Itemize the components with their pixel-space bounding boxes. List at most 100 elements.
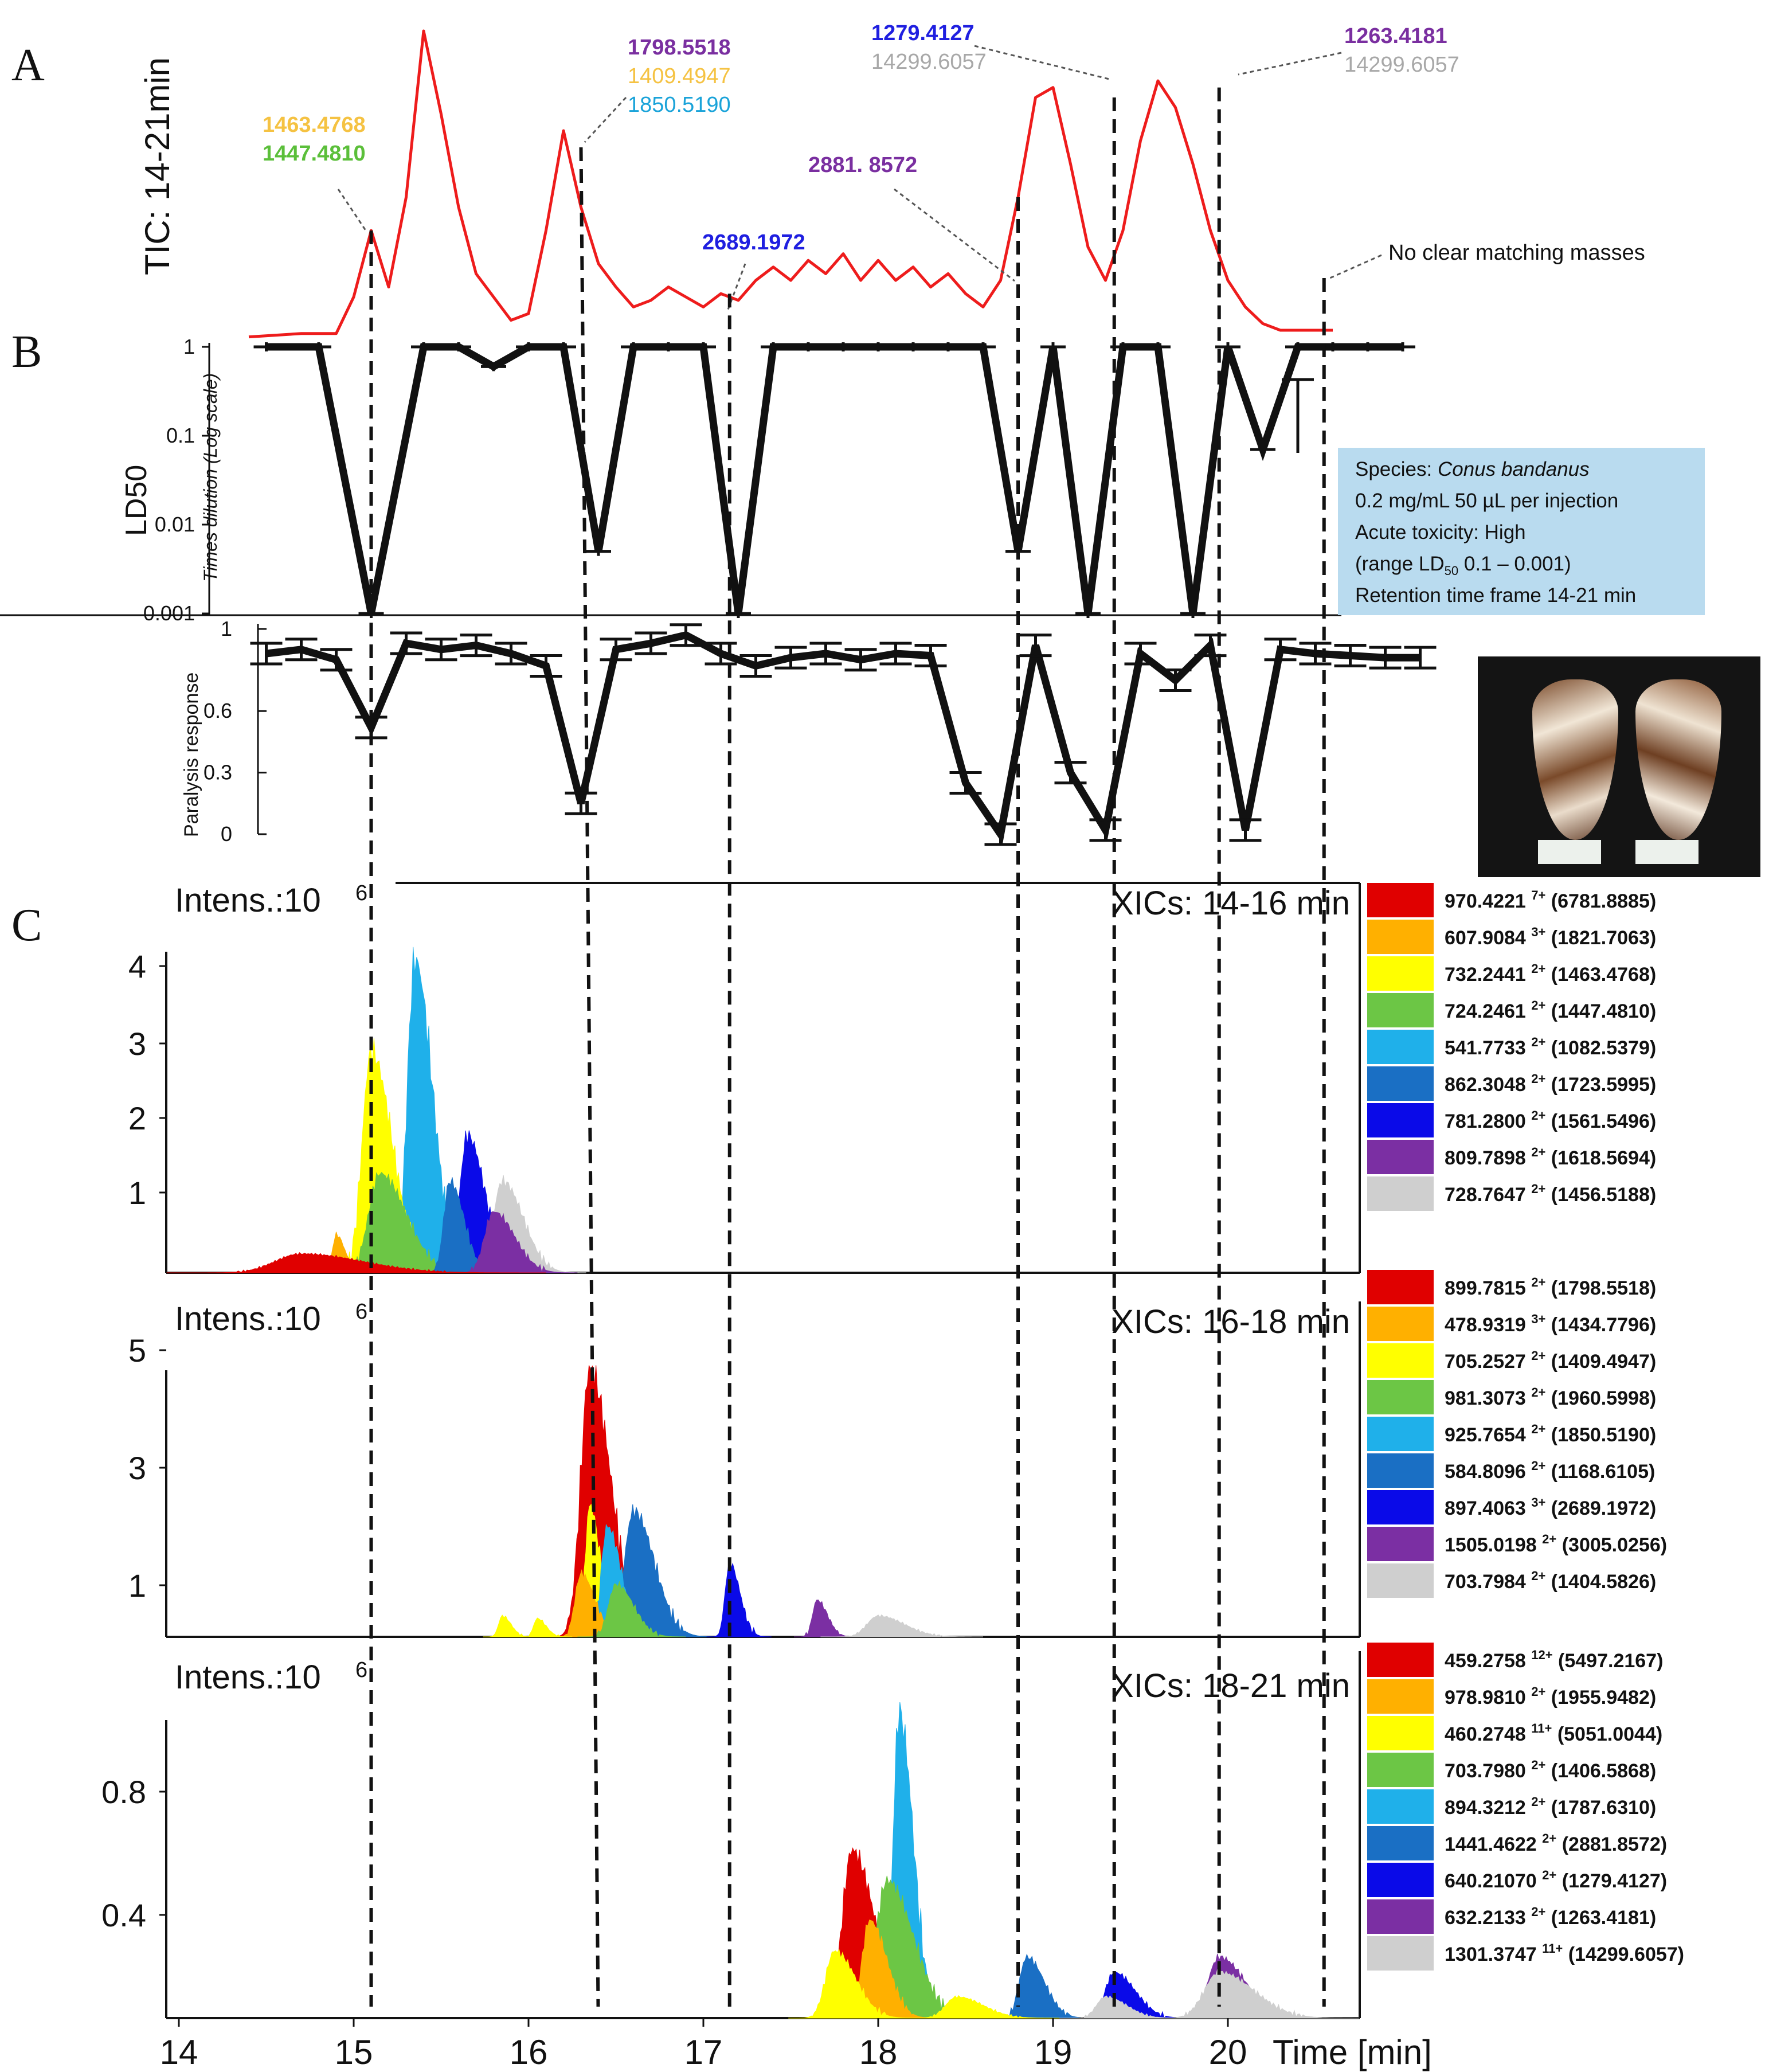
legend-charge: 2+ [1542,1532,1556,1546]
legend-mass: (1798.5518) [1545,1277,1656,1299]
legend-mz: 478.9319 [1445,1314,1531,1336]
legend-entry: 541.7733 2+ (1082.5379) [1445,1035,1656,1059]
legend-entry: 981.3073 2+ (1960.5998) [1445,1385,1656,1409]
legend-mass: (1434.7796) [1545,1314,1656,1336]
legend-charge: 2+ [1531,1758,1545,1772]
legend-mz: 894.3212 [1445,1797,1531,1819]
time-tick-label: 16 [510,2033,548,2071]
tic-ylabel: TIC: 14-21min [138,57,177,275]
annotation-leader [337,189,368,233]
info-dose: 0.2 mg/mL 50 µL per injection [1355,490,1619,512]
legend-charge: 2+ [1542,1868,1556,1882]
xic-ytick-label: 1 [128,1175,146,1211]
xic-peak [820,1614,983,1637]
annotation-leader [584,96,627,143]
legend-charge: 7+ [1531,888,1545,902]
legend-charge: 2+ [1531,961,1545,976]
legend-entry: 970.4221 7+ (6781.8885) [1445,888,1656,912]
time-tick-label: 19 [1034,2033,1073,2071]
legend-entry: 632.2133 2+ (1263.4181) [1445,1905,1656,1929]
legend-entry: 899.7815 2+ (1798.5518) [1445,1275,1656,1299]
paralysis-plot [250,623,1437,846]
legend-mz: 809.7898 [1445,1147,1531,1169]
legend-swatch [1367,1140,1434,1174]
legend-charge: 2+ [1531,1275,1545,1289]
legend-mass: (1082.5379) [1545,1037,1656,1059]
legend-entry: 607.9084 3+ (1821.7063) [1445,925,1656,949]
panel-label-b: B [11,327,42,377]
legend-entry: 478.9319 3+ (1434.7796) [1445,1312,1656,1336]
cone-shell-right [1635,679,1721,840]
legend-charge: 2+ [1531,1072,1545,1086]
legend-mass: (1787.6310) [1545,1797,1656,1819]
legend-mz: 970.4221 [1445,890,1531,912]
legend-swatch [1367,1643,1434,1677]
time-axis: 14 15 16 17 18 19 20 Time [min] [160,2018,1432,2071]
legend-mz: 981.3073 [1445,1387,1531,1409]
legend-swatch [1367,1103,1434,1137]
legend-mass: (14299.6057) [1563,1944,1684,1965]
legend-entry: 640.21070 2+ (1279.4127) [1445,1868,1667,1892]
legend-entry: 724.2461 2+ (1447.4810) [1445,998,1656,1022]
paralysis-tick-label: 0.3 [203,761,232,784]
legend-mz: 899.7815 [1445,1277,1531,1299]
annotation-leader [894,188,1015,282]
legend-mass: (5497.2167) [1553,1650,1664,1672]
retention-guides [369,87,1326,2007]
legend-mass: (1463.4768) [1545,964,1656,986]
legend-mass: (1168.6105) [1545,1461,1655,1483]
legend-entry: 460.2748 11+ (5051.0044) [1445,1721,1662,1745]
annotation-mass: 2881. 8572 [808,153,917,177]
xic-ytick-label: 0.8 [101,1774,146,1810]
xic-title: XICs: 18-21 min [1112,1667,1350,1704]
specimen-label-right [1635,840,1699,864]
annotation-mass: 14299.6057 [1344,53,1459,77]
legend-entry: 703.7980 2+ (1406.5868) [1445,1758,1656,1782]
xic-ytick-label: 3 [128,1450,146,1486]
legend-swatch [1367,1527,1434,1561]
legend-mass: (1447.4810) [1545,1000,1656,1022]
info-range: (range LD50 0.1 – 0.001) [1355,553,1571,578]
legend-swatch [1367,1417,1434,1451]
annotation-leader [1329,254,1382,279]
xic-ytick-label: 0.4 [101,1897,146,1933]
specimen-label-left [1538,840,1601,864]
paralysis-tick-label: 0 [221,822,232,846]
legend-entry: 584.8096 2+ (1168.6105) [1445,1459,1655,1483]
legend-mz: 640.21070 [1445,1870,1542,1892]
legend-entry: 1505.0198 2+ (3005.0256) [1445,1532,1667,1556]
xic-ytick-label: 5 [128,1332,146,1369]
legend-mass: (1279.4127) [1556,1870,1667,1892]
legend-swatch [1367,1490,1434,1524]
panel-label-a: A [11,40,45,91]
legend-swatch [1367,1789,1434,1824]
ld50-tick-label: 0.001 [143,601,195,625]
ld50-tick-label: 1 [183,335,195,358]
legend-mz: 724.2461 [1445,1000,1531,1022]
legend-swatch [1367,1307,1434,1341]
legend-entry: 1301.3747 11+ (14299.6057) [1445,1941,1684,1965]
legend-swatch [1367,920,1434,954]
xic-peak [1059,1995,1189,2019]
legend-swatch [1367,1563,1434,1598]
legend-charge: 2+ [1531,1348,1545,1363]
legend-mass: (1821.7063) [1545,927,1656,949]
legend-charge: 2+ [1531,1108,1545,1123]
legend-swatch [1367,1343,1434,1378]
legend-mz: 862.3048 [1445,1074,1531,1096]
time-tick-label: 15 [335,2033,373,2071]
cone-shell-left [1532,679,1618,840]
annotation-leader [1238,52,1342,76]
legend-swatch [1367,1380,1434,1414]
annotation-mass: 1798.5518 [628,36,731,60]
legend-mass: (6781.8885) [1545,890,1656,912]
legend-mz: 732.2441 [1445,964,1531,986]
xic-peak [899,1995,1062,2019]
legend-mass: (2689.1972) [1545,1498,1656,1519]
legend-entry: 925.7654 2+ (1850.5190) [1445,1422,1656,1446]
legend-entry: 809.7898 2+ (1618.5694) [1445,1145,1656,1169]
legend-mz: 460.2748 [1445,1723,1531,1745]
xic-intens-exponent: 6 [355,1300,367,1324]
paralysis-ylabel: Paralysis response [181,673,202,837]
